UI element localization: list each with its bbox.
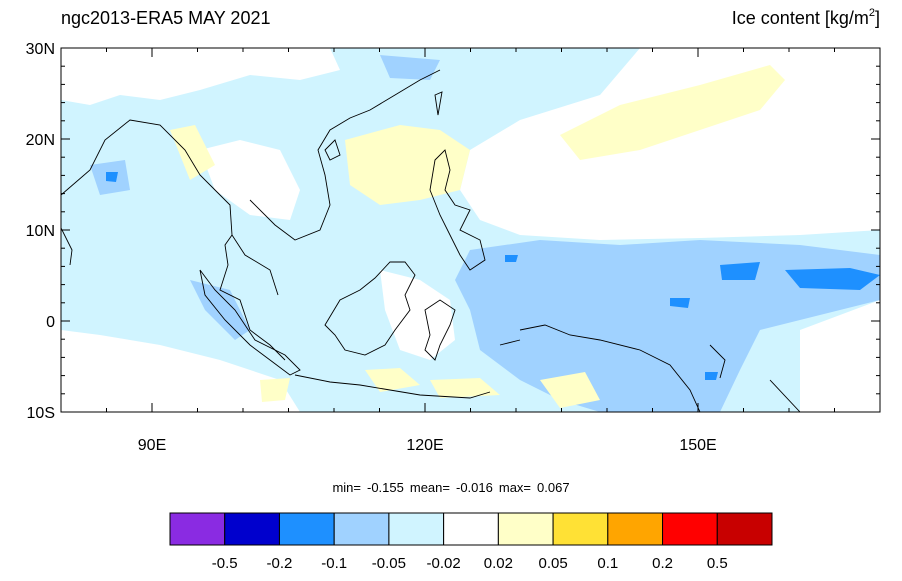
x-tick-label: 120E (406, 437, 443, 454)
field (61, 48, 880, 412)
coastline (324, 261, 416, 356)
field-blue (670, 298, 690, 308)
units-end: ] (875, 8, 880, 28)
colorbar-box (333, 512, 390, 546)
stat-value: -0.155 (367, 480, 404, 495)
field-white (61, 330, 300, 412)
colorbar-label: -0.1 (321, 555, 347, 572)
stat-label: max= (499, 480, 531, 495)
colorbar-box (169, 512, 226, 546)
field-blue (705, 372, 718, 380)
field-white (61, 48, 340, 105)
colorbar-box (662, 512, 718, 546)
field-blue (785, 268, 880, 290)
colorbar-label: 0.2 (652, 555, 673, 572)
coastline (61, 69, 441, 361)
colorbar-box (443, 512, 499, 546)
colorbar-box (388, 512, 445, 546)
stat-label: min= (332, 480, 361, 495)
y-tick-label: 30N (26, 41, 55, 58)
colorbar-label: -0.02 (427, 555, 461, 572)
units-sup: 2 (869, 7, 875, 19)
colorbar-box (607, 512, 664, 546)
colorbar-box (224, 512, 280, 546)
stat-value: 0.067 (537, 480, 570, 495)
colorbar-label: 0.02 (484, 555, 513, 572)
colorbar-box (552, 512, 609, 546)
stat-label: mean= (410, 480, 450, 495)
coastline (324, 91, 801, 412)
field-white (460, 48, 880, 240)
y-tick-label: 0 (46, 314, 55, 331)
field-yellow (560, 65, 785, 160)
colorbar-label: 0.05 (538, 555, 567, 572)
colorbar-label: -0.05 (372, 555, 406, 572)
field-white (800, 300, 880, 412)
colorbar-label: -0.5 (212, 555, 238, 572)
field-yellow (170, 125, 215, 180)
x-tick-label: 150E (679, 437, 716, 454)
coastline (424, 299, 456, 361)
field-yellow (365, 368, 420, 392)
units-title: Ice content [kg/m2] (732, 7, 880, 28)
colorbar-box (716, 512, 773, 546)
stat-value: -0.016 (456, 480, 493, 495)
colorbar-label: 0.1 (597, 555, 618, 572)
field-lightblue (380, 55, 440, 80)
y-tick-label: 10N (26, 223, 55, 240)
coastline (199, 269, 301, 376)
coastline (429, 149, 486, 271)
colorbar-box (278, 512, 335, 546)
field-blue (505, 255, 518, 262)
colorbar-box (497, 512, 554, 546)
field-yellow (430, 378, 500, 398)
field-lightblue (455, 240, 880, 412)
colorbar-label: 0.5 (707, 555, 728, 572)
y-tick-label: 10S (27, 405, 55, 422)
x-tick-label: 90E (138, 437, 166, 454)
field-yellow (260, 378, 290, 402)
chart-title: ngc2013-ERA5 MAY 2021 (61, 8, 270, 28)
units-text: Ice content [kg/m (732, 8, 869, 28)
field-yellow (540, 372, 600, 408)
stats-line: min= -0.155 mean= -0.016 max= 0.067 (332, 480, 569, 495)
field-blue (720, 262, 760, 280)
field-white (380, 270, 455, 360)
field-yellow (345, 125, 470, 205)
field-blue (106, 172, 118, 182)
coastline (499, 324, 701, 412)
field-white (200, 140, 300, 220)
colorbar-label: -0.2 (267, 555, 293, 572)
y-tick-label: 20N (26, 132, 55, 149)
coastline (294, 374, 491, 399)
